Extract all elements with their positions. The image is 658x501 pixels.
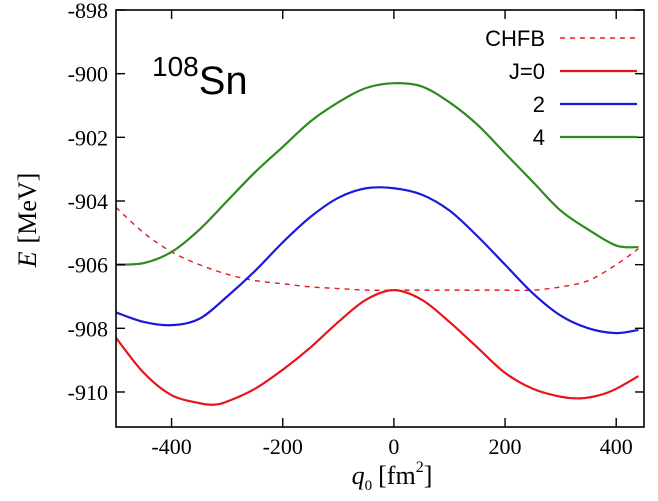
nucleus-label: 108Sn xyxy=(152,51,248,103)
x-axis-unit-close: ] xyxy=(424,461,433,490)
series-line xyxy=(115,289,639,406)
x-tick-label: -200 xyxy=(263,434,303,459)
mass-number: 108 xyxy=(152,51,199,82)
legend-label: 4 xyxy=(533,125,545,150)
y-tick-label: -898 xyxy=(68,0,108,23)
plot-frame xyxy=(115,9,645,428)
x-tick-label: 400 xyxy=(600,434,633,459)
legend-label: CHFB xyxy=(485,26,545,51)
y-tick-label: -902 xyxy=(68,125,108,150)
legend-label: J=0 xyxy=(509,59,545,84)
y-axis-unit: [MeV] xyxy=(13,173,42,244)
x-axis-title: q0 [fm2] xyxy=(352,459,433,494)
y-tick-label: -910 xyxy=(68,380,108,405)
y-axis-var: E xyxy=(13,251,42,268)
y-tick-label: -904 xyxy=(68,189,108,214)
x-axis-sub: 0 xyxy=(365,478,373,494)
series-line xyxy=(115,186,639,335)
axis-ticks xyxy=(116,9,644,427)
y-tick-label: -908 xyxy=(68,316,108,341)
series-line xyxy=(115,206,639,292)
y-axis-title: E [MeV] xyxy=(13,173,42,269)
x-axis-sup: 2 xyxy=(416,459,424,476)
x-tick-label: 200 xyxy=(489,434,522,459)
x-tick-label: 0 xyxy=(388,434,399,459)
legend: CHFB J=0 2 4 xyxy=(485,26,637,150)
x-axis-var: q xyxy=(352,461,365,490)
legend-label: 2 xyxy=(533,92,545,117)
y-tick-label: -900 xyxy=(68,62,108,87)
y-tick-label: -906 xyxy=(68,253,108,278)
element-symbol: Sn xyxy=(199,59,248,103)
series-line xyxy=(115,82,639,266)
x-tick-label: -400 xyxy=(151,434,191,459)
x-axis-unit: [fm xyxy=(378,461,416,490)
axis-tick-labels: -400 -200 0 200 400 -910 -908 -906 -904 -902 -900 -… xyxy=(68,0,633,459)
series-lines xyxy=(115,82,639,406)
